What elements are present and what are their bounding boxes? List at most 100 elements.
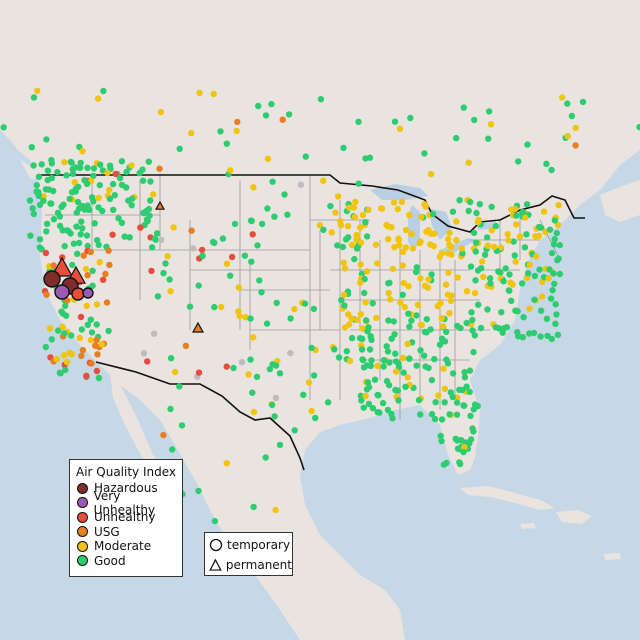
station-marker bbox=[0, 124, 7, 131]
station-marker bbox=[182, 342, 190, 349]
legend-label: temporary bbox=[227, 537, 291, 552]
station-marker bbox=[276, 370, 284, 377]
station-marker bbox=[474, 219, 482, 226]
station-marker bbox=[427, 241, 434, 248]
station-marker bbox=[492, 222, 500, 230]
station-marker bbox=[374, 391, 381, 399]
station-marker bbox=[465, 207, 472, 215]
station-marker-large bbox=[82, 287, 94, 299]
station-marker bbox=[42, 249, 50, 257]
station-marker bbox=[346, 357, 354, 364]
station-marker bbox=[524, 141, 531, 148]
station-marker bbox=[338, 296, 345, 304]
station-marker bbox=[218, 303, 225, 311]
station-marker bbox=[235, 308, 242, 315]
station-marker bbox=[328, 229, 335, 236]
station-marker bbox=[40, 197, 47, 204]
station-marker bbox=[231, 220, 239, 228]
station-marker bbox=[488, 203, 495, 210]
station-marker bbox=[476, 201, 483, 208]
station-marker bbox=[445, 269, 452, 276]
station-marker bbox=[63, 358, 71, 366]
station-marker bbox=[93, 321, 100, 328]
station-marker bbox=[249, 389, 256, 396]
station-marker bbox=[68, 351, 76, 358]
station-marker bbox=[188, 227, 195, 234]
station-marker bbox=[365, 206, 372, 213]
station-marker bbox=[484, 306, 491, 313]
station-marker bbox=[217, 128, 224, 135]
station-marker bbox=[434, 303, 441, 310]
station-marker bbox=[429, 210, 437, 218]
station-marker bbox=[273, 299, 280, 307]
station-marker bbox=[91, 220, 98, 227]
station-marker bbox=[412, 268, 420, 276]
station-marker bbox=[350, 204, 358, 211]
station-marker bbox=[271, 213, 278, 220]
station-marker bbox=[30, 94, 38, 101]
station-marker bbox=[526, 261, 533, 269]
station-marker bbox=[422, 363, 429, 370]
station-marker bbox=[153, 230, 161, 237]
station-marker bbox=[75, 239, 83, 247]
station-marker bbox=[401, 303, 408, 311]
station-marker bbox=[93, 367, 101, 375]
station-marker bbox=[241, 252, 249, 259]
station-marker bbox=[449, 370, 457, 377]
station-marker bbox=[63, 172, 70, 179]
station-marker bbox=[385, 317, 392, 324]
station-marker bbox=[460, 104, 467, 111]
station-marker bbox=[408, 230, 415, 238]
maritimes-land bbox=[600, 180, 640, 222]
station-marker bbox=[465, 159, 472, 166]
station-marker bbox=[404, 374, 411, 381]
station-marker bbox=[228, 253, 236, 261]
station-marker bbox=[415, 396, 423, 404]
station-marker bbox=[366, 346, 374, 353]
station-marker bbox=[94, 351, 101, 358]
station-marker bbox=[485, 135, 492, 142]
station-marker bbox=[269, 361, 276, 368]
station-marker bbox=[438, 315, 445, 322]
station-marker bbox=[110, 206, 117, 214]
station-marker bbox=[88, 329, 96, 336]
station-marker bbox=[383, 343, 390, 350]
station-marker bbox=[340, 259, 347, 266]
station-marker bbox=[247, 356, 254, 363]
station-marker bbox=[106, 186, 113, 194]
usg-swatch bbox=[77, 526, 88, 538]
station-marker bbox=[519, 334, 526, 341]
station-marker bbox=[418, 213, 425, 221]
station-marker bbox=[30, 162, 37, 169]
station-marker bbox=[460, 402, 467, 409]
station-marker bbox=[230, 364, 237, 372]
station-marker bbox=[442, 281, 450, 288]
station-marker bbox=[457, 436, 465, 444]
station-marker bbox=[54, 209, 62, 216]
station-marker bbox=[302, 153, 309, 160]
station-marker bbox=[99, 276, 107, 283]
station-marker bbox=[46, 325, 54, 332]
station-marker bbox=[495, 268, 502, 275]
station-marker bbox=[478, 265, 485, 272]
station-marker bbox=[317, 96, 325, 103]
station-marker bbox=[483, 234, 491, 241]
station-marker bbox=[364, 379, 372, 386]
station-marker bbox=[453, 218, 460, 225]
station-marker bbox=[145, 158, 152, 165]
station-marker bbox=[466, 367, 474, 374]
station-marker bbox=[547, 295, 555, 302]
station-marker bbox=[383, 377, 391, 385]
station-marker bbox=[249, 231, 256, 238]
station-marker bbox=[43, 291, 50, 298]
station-marker bbox=[66, 195, 73, 203]
station-marker bbox=[413, 362, 420, 369]
station-marker bbox=[402, 383, 409, 390]
station-marker bbox=[284, 211, 291, 218]
station-marker bbox=[169, 446, 176, 453]
station-marker bbox=[341, 302, 348, 309]
station-marker bbox=[443, 459, 450, 467]
station-marker bbox=[266, 365, 274, 373]
station-marker bbox=[413, 312, 420, 319]
station-marker bbox=[523, 201, 531, 208]
